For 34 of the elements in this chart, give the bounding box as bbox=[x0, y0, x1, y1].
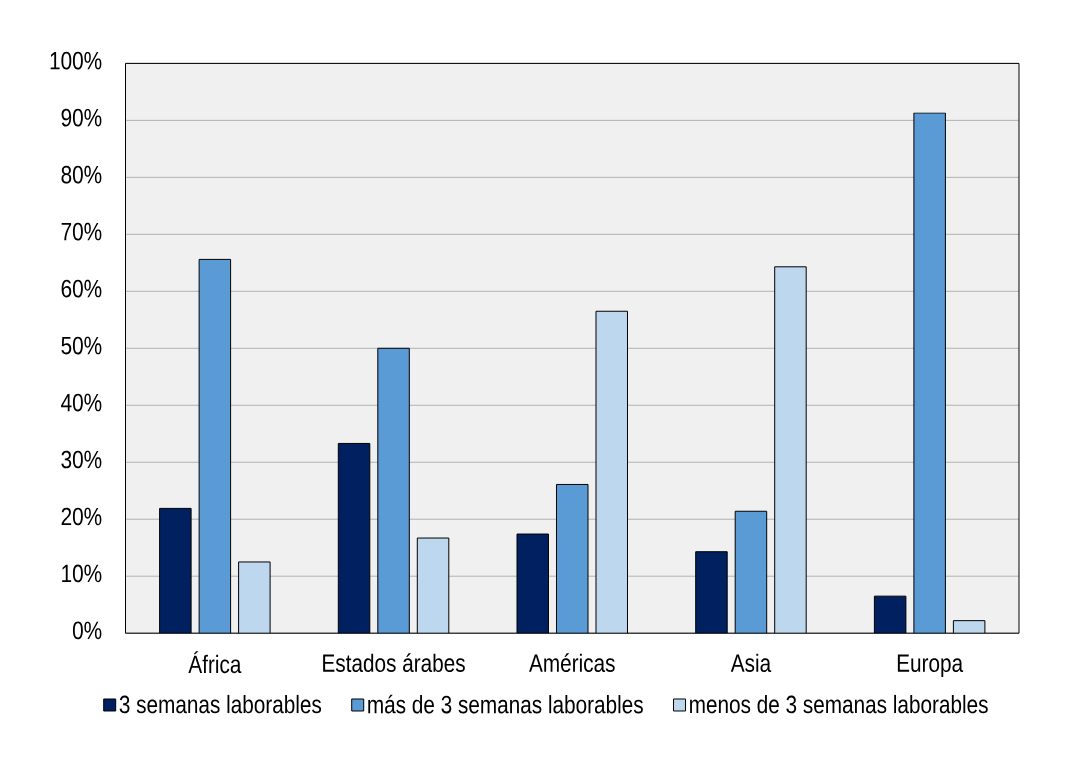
x-tick-label: Estados árabes bbox=[323, 653, 465, 673]
y-tick-label: 0% bbox=[72, 621, 102, 640]
legend-label: más de 3 semanas laborables bbox=[368, 694, 643, 714]
bar bbox=[734, 510, 768, 634]
bar bbox=[774, 266, 807, 634]
y-tick-label: 90% bbox=[61, 108, 102, 127]
bar bbox=[695, 551, 728, 634]
bar bbox=[516, 533, 549, 634]
y-tick-label: 60% bbox=[61, 279, 102, 298]
x-tick-label: África bbox=[188, 651, 242, 674]
y-tick-label: 50% bbox=[61, 336, 102, 355]
bar bbox=[556, 483, 589, 634]
y-tick-label: 20% bbox=[61, 507, 102, 526]
y-tick-label: 70% bbox=[61, 222, 102, 241]
x-tick-label: Asia bbox=[730, 653, 772, 673]
bar bbox=[337, 442, 371, 634]
y-tick-label: 80% bbox=[61, 165, 102, 184]
bar bbox=[159, 507, 192, 634]
x-tick-label: Américas bbox=[529, 653, 615, 673]
bar bbox=[595, 310, 628, 634]
y-tick-label: 100% bbox=[50, 51, 102, 70]
bar bbox=[873, 595, 907, 634]
y-tick-label: 10% bbox=[62, 564, 102, 583]
bar bbox=[198, 258, 232, 634]
legend-label: menos de 3 semanas laborables bbox=[690, 694, 988, 714]
bar bbox=[238, 561, 271, 634]
bar bbox=[377, 347, 410, 634]
bar bbox=[416, 537, 450, 634]
bar bbox=[952, 620, 986, 634]
bar bbox=[913, 112, 946, 634]
legend-label: 3 semanas laborables bbox=[119, 694, 322, 714]
y-tick-label: 40% bbox=[61, 393, 102, 412]
x-tick-label: Europa bbox=[897, 654, 964, 677]
y-tick-label: 30% bbox=[61, 450, 102, 469]
